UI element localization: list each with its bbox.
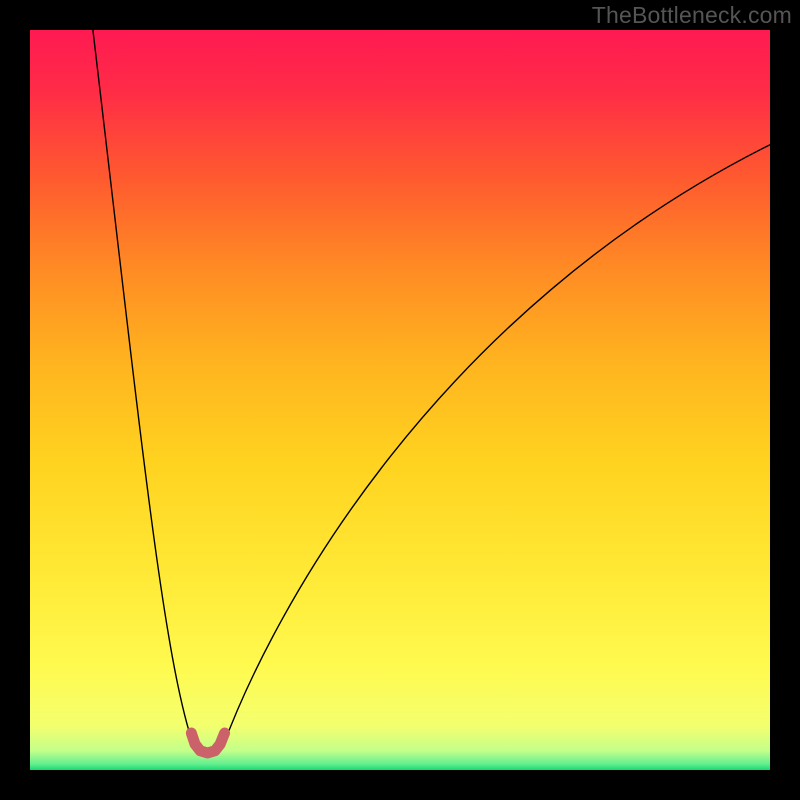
bottleneck-chart [0,0,800,800]
plot-background [30,30,770,770]
chart-stage: TheBottleneck.com [0,0,800,800]
